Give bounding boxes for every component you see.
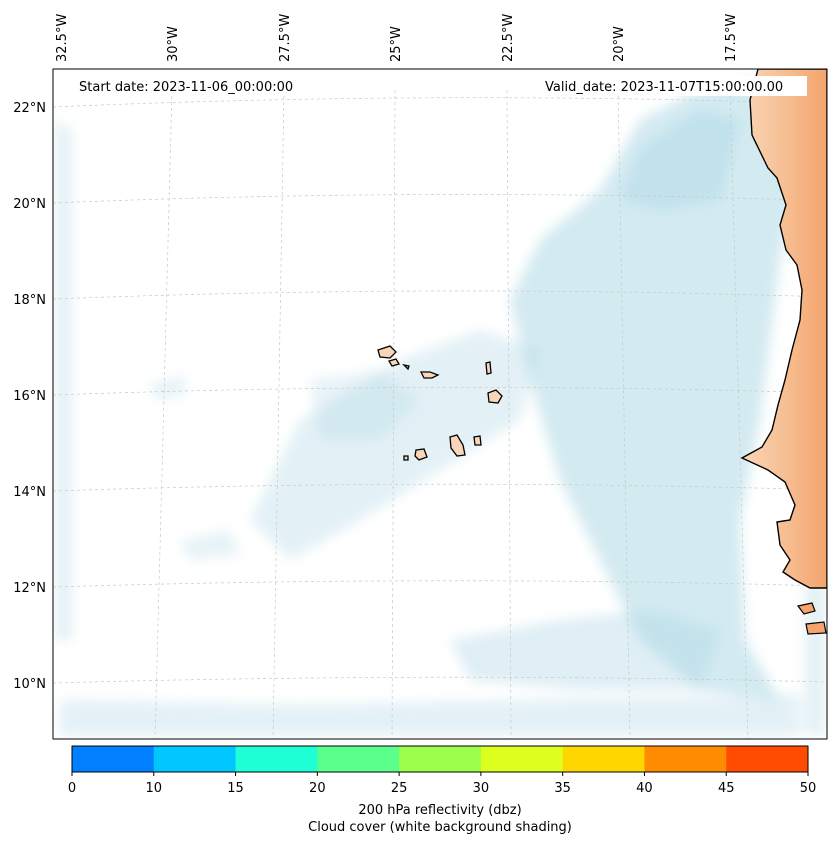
lon-label-17-5w: 17.5°W (724, 14, 739, 62)
lon-label-22-5w: 22.5°W (501, 14, 516, 62)
cloud-band-central (310, 370, 420, 440)
colorbar-tick-label-3: 20 (309, 781, 326, 796)
cloud-strip-east-edge (805, 580, 825, 735)
island-sal (485, 361, 492, 375)
lat-label-22n: 22°N (13, 101, 46, 116)
colorbar-segment-7 (644, 746, 727, 772)
cloud-band-south (450, 610, 720, 690)
parallel-12n (53, 580, 827, 588)
cloud-band-east (510, 80, 800, 700)
parallel-18n (53, 290, 827, 300)
colorbar-segment-2 (235, 746, 318, 772)
colorbar-segment-6 (562, 746, 645, 772)
island-fogo (414, 448, 428, 461)
island-brava (403, 455, 409, 461)
lon-label-30w: 30°W (166, 26, 181, 62)
colorbar-tick-label-4: 25 (391, 781, 408, 796)
colorbar-segment-4 (399, 746, 482, 772)
meridian-25w (391, 89, 396, 739)
cloud-patch-southwest (180, 530, 240, 560)
lat-label-18n: 18°N (13, 293, 46, 308)
map-panel (52, 68, 828, 740)
longitude-labels: 32.5°W 30°W 27.5°W 25°W 22.5°W 20°W 17.5… (55, 14, 739, 62)
parallel-14n (53, 483, 827, 492)
meridian-30w (154, 89, 173, 739)
lat-label-14n: 14°N (13, 485, 46, 500)
start-date-box: Start date: 2023-11-06_00:00:00 (72, 76, 316, 96)
meridian-20w (617, 89, 631, 739)
valid-date-box: Valid_date: 2023-11-07T15:00:00.00 (540, 76, 807, 96)
colorbar-tick-label-9: 50 (800, 781, 817, 796)
island-sao-vicente (388, 358, 400, 367)
lat-label-16n: 16°N (13, 389, 46, 404)
colorbar-segment-1 (153, 746, 237, 772)
lon-label-32-5w: 32.5°W (55, 14, 70, 62)
graticule (53, 89, 827, 739)
island-santa-luzia (402, 363, 410, 371)
lat-label-12n: 12°N (13, 581, 46, 596)
island-santiago (449, 434, 466, 457)
colorbar-tick-label-7: 40 (636, 781, 653, 796)
colorbar-tick-label-0: 0 (68, 781, 76, 796)
africa-coast (740, 69, 827, 635)
lon-label-20w: 20°W (612, 26, 627, 62)
lon-label-27-5w: 27.5°W (278, 14, 293, 62)
meridian-22-5w (506, 89, 512, 739)
island-santo-antao (377, 345, 397, 359)
island-maio (473, 435, 482, 446)
colorbar-tick-label-2: 15 (227, 781, 244, 796)
coastal-island-south (805, 621, 827, 635)
africa-land (740, 69, 827, 589)
colorbar-label-reflectivity: 200 hPa reflectivity (dbz) (358, 803, 521, 818)
colorbar-segment-5 (480, 746, 564, 772)
parallel-20n (53, 194, 827, 204)
cape-verde-islands (377, 345, 503, 461)
island-sao-nicolau (419, 371, 440, 379)
valid-date-background (540, 76, 807, 96)
colorbar-tick-label-6: 35 (554, 781, 571, 796)
cloud-patch-west (150, 375, 185, 400)
cloud-strip-west (55, 120, 72, 640)
colorbar-segment-0 (72, 746, 155, 772)
colorbar-segment-3 (317, 746, 400, 772)
start-date-label: Start date: 2023-11-06_00:00:00 (79, 80, 293, 95)
colorbar-tick-label-1: 10 (146, 781, 163, 796)
cloud-band-north (620, 110, 740, 210)
colorbar-segment-8 (726, 746, 809, 772)
bissagos-island (796, 602, 816, 615)
cloud-strip-bottom (60, 695, 800, 735)
meridian-17-5w (729, 89, 749, 739)
parallel-10n (53, 676, 827, 684)
colorbar: 0 10 15 20 25 30 35 40 45 50 200 hPa reflectivity… (68, 745, 816, 835)
colorbar-tick-label-8: 45 (718, 781, 735, 796)
lat-label-20n: 20°N (13, 197, 46, 212)
colorbar-segments (72, 746, 809, 772)
lat-label-10n: 10°N (13, 677, 46, 692)
start-date-background (72, 76, 316, 96)
meridian-27-5w (272, 89, 285, 739)
colorbar-tick-label-5: 30 (473, 781, 490, 796)
colorbar-label-cloud-cover: Cloud cover (white background shading) (308, 820, 572, 835)
colorbar-frame (71, 745, 809, 773)
parallel-22n (53, 97, 827, 108)
latitude-labels: 22°N 20°N 18°N 16°N 14°N 12°N 10°N (13, 101, 46, 692)
colorbar-ticks: 0 10 15 20 25 30 35 40 45 50 (68, 772, 816, 796)
lon-label-25w: 25°W (389, 26, 404, 62)
parallel-16n (53, 387, 827, 396)
island-boa-vista (487, 389, 503, 404)
valid-date-label: Valid_date: 2023-11-07T15:00:00.00 (545, 80, 783, 95)
map-frame (52, 68, 828, 740)
